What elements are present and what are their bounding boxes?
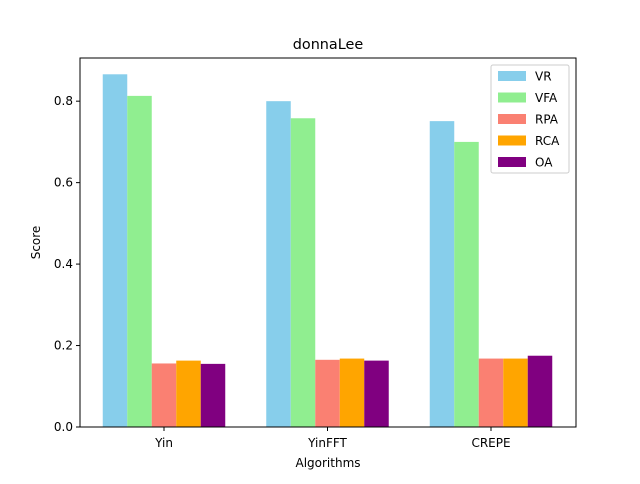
y-tick-label: 0.0 — [54, 420, 73, 434]
bar-oa-crepe — [527, 355, 553, 427]
legend-label-oa: OA — [535, 156, 553, 170]
legend-swatch-rpa — [498, 114, 526, 124]
bar-vr-yinfft — [266, 101, 291, 428]
y-tick-label: 0.6 — [54, 176, 73, 190]
legend-swatch-vfa — [498, 92, 526, 103]
bar-vfa-yinfft — [290, 118, 316, 428]
legend-box — [490, 64, 570, 174]
x-axis-label: Algorithms — [295, 456, 360, 470]
legend-label-vr: VR — [535, 70, 552, 84]
bars-layer — [102, 74, 553, 428]
bar-rca-crepe — [503, 358, 528, 427]
legend-label-rpa: RPA — [535, 113, 559, 127]
bar-rpa-crepe — [478, 358, 504, 427]
x-tick-label: CREPE — [471, 436, 510, 450]
x-tick-label: YinFFT — [307, 436, 347, 450]
bar-oa-yinfft — [364, 360, 389, 427]
y-tick-label: 0.8 — [54, 94, 73, 108]
x-axis: Yin YinFFT CREPE — [154, 427, 511, 450]
legend-swatch-oa — [498, 157, 526, 167]
bar-rpa-yinfft — [315, 359, 340, 427]
x-tick-label: Yin — [154, 436, 173, 450]
bar-oa-yin — [200, 363, 226, 427]
bar-vr-crepe — [429, 121, 455, 427]
y-tick-label: 0.2 — [54, 339, 73, 353]
legend-label-vfa: VFA — [535, 91, 558, 105]
bar-rca-yin — [176, 360, 201, 427]
y-axis-label: Score — [29, 226, 43, 260]
legend-label-rca: RCA — [535, 134, 560, 148]
bar-rca-yinfft — [339, 358, 365, 427]
bar-vfa-yin — [127, 95, 152, 427]
y-axis: 0.0 0.2 0.4 0.6 0.8 — [54, 94, 80, 434]
y-tick-label: 0.4 — [54, 257, 73, 271]
legend-swatch-vr — [498, 71, 526, 81]
legend-swatch-rca — [498, 135, 526, 146]
chart-title: donnaLee — [293, 37, 364, 53]
bar-vfa-crepe — [454, 141, 479, 427]
bar-vr-yin — [102, 74, 128, 428]
bar-rpa-yin — [151, 363, 177, 427]
legend: VR VFA RPA RCA OA — [490, 64, 570, 174]
